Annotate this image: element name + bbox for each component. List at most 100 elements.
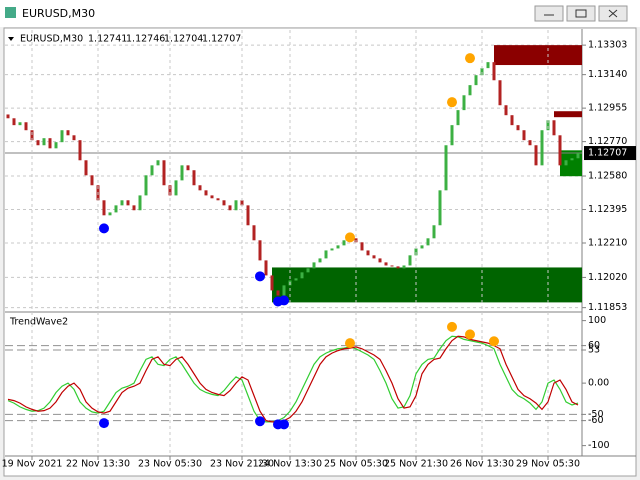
candle (102, 200, 106, 216)
candle (204, 190, 208, 196)
candle (504, 105, 508, 116)
candle (528, 140, 532, 146)
signal-dot (447, 97, 457, 108)
candle (60, 130, 64, 143)
candle (78, 140, 82, 161)
candle (18, 122, 22, 126)
ohlc-value: 1.12741 (88, 34, 127, 45)
candle (30, 130, 34, 141)
y-tick-label: 1.12395 (588, 204, 627, 215)
candle (480, 68, 484, 76)
x-tick-label: 23 Nov 05:30 (138, 459, 202, 470)
maximize-glyph (575, 9, 587, 18)
candle (552, 120, 556, 136)
candle (48, 138, 52, 149)
signal-dot (345, 232, 355, 243)
y-tick-label: 1.13303 (588, 40, 627, 51)
x-tick-label: 25 Nov 05:30 (324, 459, 388, 470)
candle (138, 195, 142, 211)
candle (264, 260, 268, 276)
x-tick-label: 22 Nov 13:30 (66, 459, 130, 470)
candle (402, 265, 406, 269)
candle (390, 265, 394, 267)
x-tick-label: 29 Nov 05:30 (516, 459, 580, 470)
zone (272, 267, 582, 303)
candle (90, 175, 94, 186)
candle (240, 200, 244, 206)
signal-dot (465, 329, 475, 340)
candle (420, 245, 424, 249)
candle (270, 275, 274, 291)
candle (186, 165, 190, 171)
candle (66, 130, 70, 136)
candle (318, 258, 322, 263)
x-tick-label: 25 Nov 21:30 (384, 459, 448, 470)
candle (336, 245, 340, 249)
candle (534, 145, 538, 166)
candle (12, 118, 16, 126)
candle (342, 240, 346, 246)
candle (540, 130, 544, 166)
signal-dot (489, 336, 499, 347)
x-tick-label: 24 Nov 13:30 (258, 459, 322, 470)
candle (576, 153, 580, 159)
header-arrow[interactable] (8, 37, 14, 41)
candle (282, 285, 286, 296)
candle (168, 185, 172, 196)
candle (54, 142, 58, 149)
indicator-line (7, 335, 579, 423)
candle (252, 225, 256, 241)
window-buttons[interactable] (534, 5, 628, 22)
indicator-title: TrendWave2 (9, 317, 68, 328)
candle (360, 242, 364, 251)
candle (546, 120, 550, 131)
x-tick-label: 26 Nov 13:30 (450, 459, 514, 470)
zone (554, 111, 582, 118)
y-tick-label: 0.00 (588, 378, 609, 389)
candle (366, 250, 370, 256)
candle (438, 190, 442, 226)
candle (516, 125, 520, 131)
candle (474, 75, 478, 86)
candle (126, 200, 130, 206)
candle (120, 200, 124, 206)
candle (114, 205, 118, 213)
candle (300, 272, 304, 279)
candle (462, 95, 466, 111)
signal-dot (279, 419, 289, 430)
candle (306, 268, 310, 273)
candle (522, 130, 526, 141)
signal-dot (99, 418, 109, 429)
candle (6, 114, 10, 119)
y-tick-label: 1.12955 (588, 103, 627, 114)
candle (558, 135, 562, 166)
window-icon (5, 7, 16, 18)
ohlc-value: 1.12707 (202, 34, 241, 45)
candle (180, 165, 184, 181)
candle (384, 262, 388, 266)
signal-dot (345, 338, 355, 349)
y-tick-label: 100 (588, 315, 606, 326)
x-tick-label: 23 Nov 21:30 (210, 459, 274, 470)
minimize-button[interactable] (534, 5, 564, 22)
signal-dot (447, 321, 457, 332)
candle (564, 160, 568, 166)
candle (324, 250, 328, 259)
candle (84, 160, 88, 176)
candle (108, 212, 112, 216)
candle (234, 200, 238, 211)
y-tick-label: 1.12020 (588, 272, 627, 283)
y-tick-label: 1.13140 (588, 69, 627, 80)
candle (210, 195, 214, 199)
candle (162, 160, 166, 186)
candle (486, 62, 490, 69)
candle (432, 225, 436, 239)
title-bar (0, 0, 640, 27)
maximize-button[interactable] (566, 5, 596, 22)
y-tick-label: 1.12210 (588, 238, 627, 249)
candle (72, 135, 76, 141)
candle (408, 255, 412, 266)
candle (312, 262, 316, 269)
candle (228, 205, 232, 211)
candle (414, 248, 418, 256)
